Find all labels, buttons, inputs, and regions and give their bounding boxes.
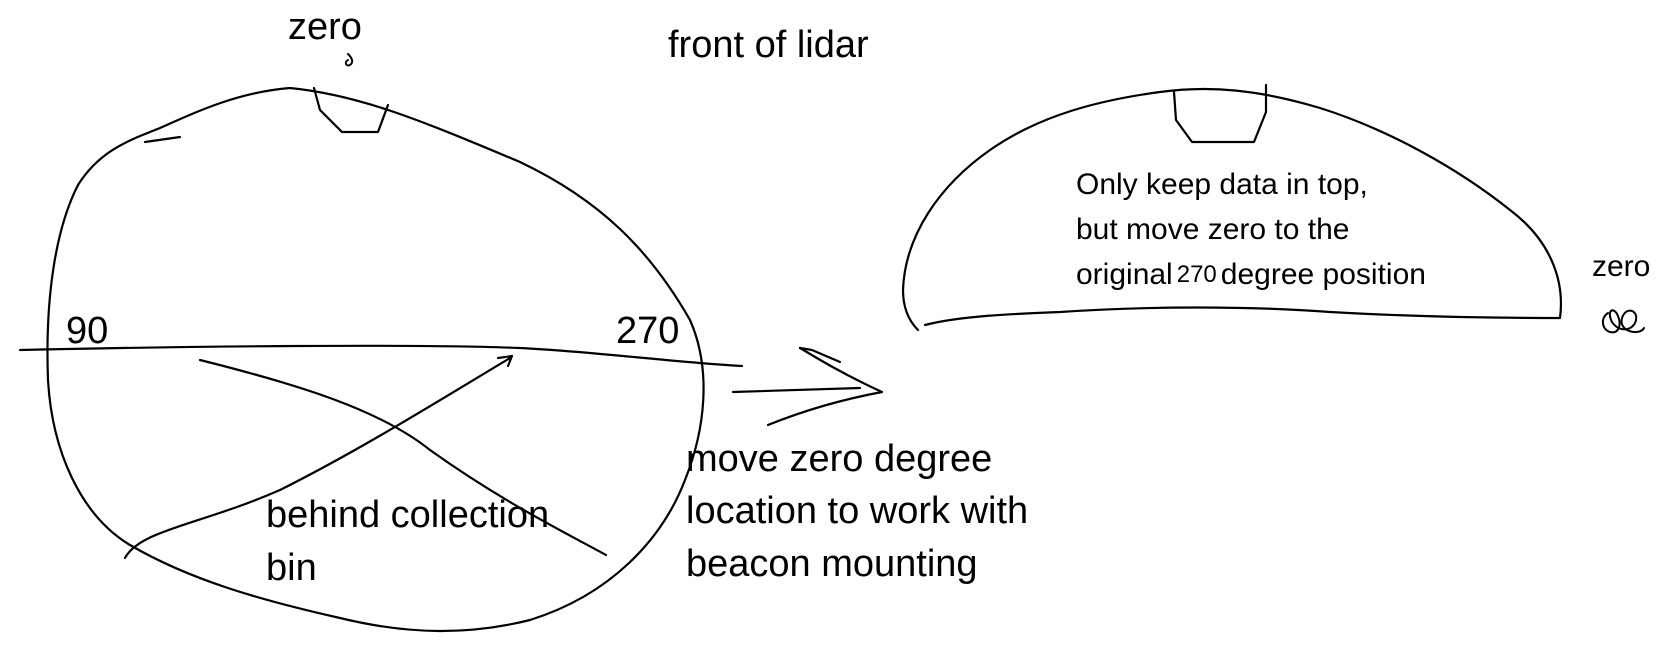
behind-bin-label-line2: bin bbox=[266, 547, 317, 589]
cross-line-up-arrowhead bbox=[496, 354, 514, 368]
top-half-outline bbox=[901, 87, 1562, 332]
keep-top-note-line2: but move zero to the bbox=[1076, 213, 1350, 246]
transform-arrow-head-detail bbox=[798, 346, 842, 364]
lidar-front-notch bbox=[312, 86, 390, 134]
angle-90-label: 90 bbox=[66, 310, 109, 352]
angle-270-label: 270 bbox=[616, 310, 680, 352]
move-zero-note-line1: move zero degree bbox=[686, 438, 993, 480]
lidar-circle-outline bbox=[46, 86, 705, 633]
move-zero-note-line2: location to work with bbox=[686, 490, 1029, 532]
keep-top-note-line1: Only keep data in top, bbox=[1076, 168, 1368, 201]
top-half-front-notch bbox=[1172, 83, 1268, 144]
zero-label-top: zero bbox=[288, 6, 362, 48]
move-zero-note-line3: beacon mounting bbox=[686, 543, 978, 585]
keep-top-note-original: original bbox=[1076, 258, 1173, 291]
circle-start-tick bbox=[143, 135, 182, 144]
transform-arrow-shaft bbox=[731, 386, 862, 394]
right-zero-marker-scribble bbox=[1602, 309, 1645, 334]
cross-line-up bbox=[123, 356, 512, 560]
keep-top-note-270: 270 bbox=[1176, 261, 1217, 288]
behind-bin-label-line1: behind collection bbox=[266, 494, 550, 536]
keep-top-note-degree-position: degree position bbox=[1220, 258, 1426, 291]
cross-line-down bbox=[198, 358, 608, 557]
axis-90-270-line bbox=[18, 344, 744, 368]
front-of-lidar-label: front of lidar bbox=[668, 24, 869, 66]
zero-label-right: zero bbox=[1592, 250, 1651, 283]
transform-arrow-head bbox=[766, 346, 884, 427]
keep-top-note-line3: original 270 degree position bbox=[1076, 260, 1426, 290]
zero-marker-scribble bbox=[344, 53, 354, 67]
